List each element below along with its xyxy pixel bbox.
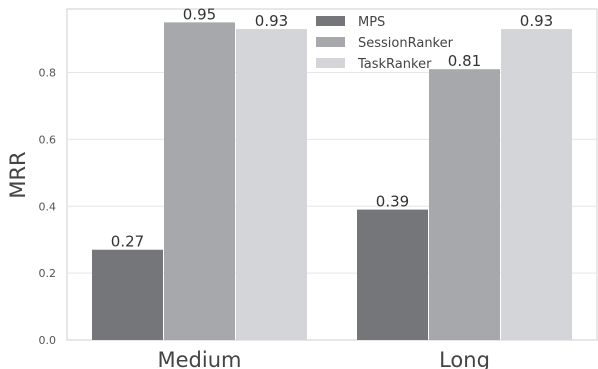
bars (92, 22, 572, 340)
legend-label: SessionRanker (358, 36, 454, 51)
legend-label: MPS (358, 15, 385, 30)
y-tick-label: 0.6 (39, 133, 57, 146)
y-tick-label: 0.4 (39, 200, 57, 213)
y-axis-ticks: 0.0 0.2 0.4 0.6 0.8 (39, 67, 57, 347)
data-label: 0.81 (448, 52, 481, 70)
bar-mps-long (357, 209, 428, 340)
data-label: 0.39 (376, 193, 409, 211)
data-labels: 0.27 0.95 0.93 0.39 0.81 0.93 (111, 5, 553, 250)
x-tick-label: Long (439, 348, 490, 369)
bar-taskranker-medium (236, 29, 307, 340)
bar-sessionranker-long (429, 69, 500, 340)
y-tick-label: 0.0 (39, 334, 57, 347)
data-label: 0.93 (255, 12, 288, 30)
legend-swatch (316, 16, 345, 26)
x-tick-label: Medium (158, 348, 242, 369)
legend: MPS SessionRanker TaskRanker (316, 15, 454, 72)
bar-mps-medium (92, 249, 163, 340)
data-label: 0.27 (111, 233, 144, 251)
y-axis-label: MRR (6, 151, 30, 198)
data-label: 0.93 (520, 12, 553, 30)
legend-label: TaskRanker (357, 57, 432, 72)
y-tick-label: 0.8 (39, 67, 57, 80)
data-label: 0.95 (183, 5, 216, 23)
bar-sessionranker-medium (164, 22, 235, 340)
bar-taskranker-long (501, 29, 572, 340)
legend-swatch (316, 58, 345, 68)
y-tick-label: 0.2 (39, 267, 57, 280)
x-axis-ticks: Medium Long (158, 348, 490, 369)
legend-swatch (316, 37, 345, 47)
